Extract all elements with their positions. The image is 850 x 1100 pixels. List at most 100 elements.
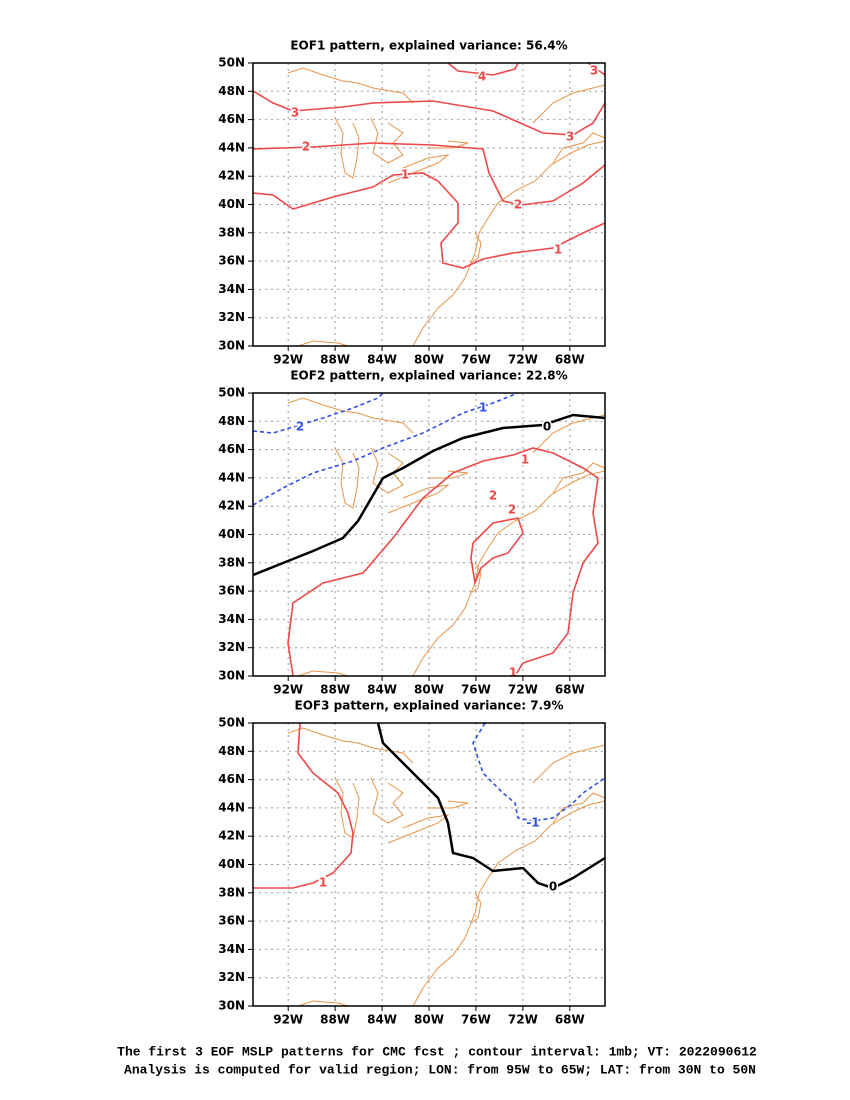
coastline [470,892,482,924]
contour-label: 1 [319,876,327,890]
coastline [412,800,606,1007]
contour-label: 3 [590,64,598,78]
lat-label: 48N [218,84,245,98]
caption: Analysis is computed for valid region; L… [124,1062,756,1077]
lat-label: 48N [218,744,245,758]
lat-label: 42N [218,829,245,843]
coastline [287,727,414,764]
contour-label: 2 [489,489,497,503]
coastline [387,484,450,514]
panel-title: EOF1 pattern, explained variance: 56.4% [290,39,567,53]
coastline [532,84,606,124]
lon-label: 84W [367,353,397,367]
coastline [412,470,606,677]
lat-label: 46N [218,772,245,786]
lat-label: 34N [218,612,245,626]
panel-title: EOF2 pattern, explained variance: 22.8% [290,369,567,383]
lat-label: 50N [218,386,245,400]
coastline [428,470,469,479]
coastline [552,462,606,494]
contour [252,90,606,136]
lat-label: 40N [218,527,245,541]
lat-label: 42N [218,499,245,513]
lat-label: 38N [218,885,245,899]
lat-label: 36N [218,914,245,928]
contour [252,172,606,269]
lat-label: 46N [218,442,245,456]
contour-label: 1 [554,243,562,257]
lat-label: 40N [218,857,245,871]
lat-label: 50N [218,716,245,730]
coastline [370,777,404,824]
lat-label: 32N [218,640,245,654]
coastline [428,140,469,149]
coastline [370,447,404,494]
coastline [428,800,469,809]
coastline [297,670,349,677]
lon-label: 80W [414,683,444,697]
panel-frame [252,722,606,1007]
contour-label: 0 [543,420,551,434]
coastline [297,340,349,347]
lat-label: 34N [218,282,245,296]
lon-label: 92W [273,1013,303,1027]
lat-label: 44N [218,800,245,814]
contour-label: 1 [479,401,487,415]
panel-frame [252,62,606,347]
lat-label: 30N [218,669,245,683]
lat-label: 46N [218,112,245,126]
contour [470,517,524,586]
coastline [287,397,414,434]
map-panel: EOF2 pattern, explained variance: 22.8% 3… [218,369,606,697]
lon-label: 80W [414,1013,444,1027]
panel-title: EOF3 pattern, explained variance: 7.9% [295,699,564,713]
lat-label: 42N [218,169,245,183]
lon-label: 80W [414,353,444,367]
coastline [334,117,360,179]
map-panel: EOF3 pattern, explained variance: 7.9% 30… [218,699,606,1027]
contour-label: 3 [566,130,574,144]
lat-label: 40N [218,197,245,211]
contour-label: 2 [508,503,516,517]
lon-label: 84W [367,1013,397,1027]
coastline [297,1000,349,1007]
coastline [552,132,606,164]
contour-label: 2 [302,140,310,154]
contour [252,413,606,577]
coastline [334,777,360,839]
coastline [412,140,606,347]
lon-label: 76W [461,353,491,367]
lat-label: 36N [218,584,245,598]
contour [447,62,519,76]
contour-label: 4 [478,70,486,84]
lon-label: 68W [555,683,585,697]
contour-label: 2 [514,198,522,212]
lat-label: 50N [218,56,245,70]
contour-label: 0 [549,880,557,894]
lat-label: 32N [218,970,245,984]
contour-label: 1 [401,168,409,182]
coastline [470,232,482,264]
contour [472,722,606,822]
lat-label: 30N [218,339,245,353]
lat-label: 44N [218,140,245,154]
lon-label: 72W [508,683,538,697]
contour-label: 3 [291,106,299,120]
coastline [532,414,606,454]
contour [252,392,384,434]
coastline [552,792,606,824]
lon-label: 88W [320,353,350,367]
contour [587,62,606,76]
lat-label: 36N [218,254,245,268]
lat-label: 30N [218,999,245,1013]
coastline [370,117,404,164]
lon-label: 92W [273,683,303,697]
lon-label: 68W [555,1013,585,1027]
coastline [287,67,414,104]
coastline [387,814,450,844]
lon-label: 76W [461,683,491,697]
lon-label: 72W [508,353,538,367]
map-panel: EOF1 pattern, explained variance: 56.4% 3… [218,39,606,367]
